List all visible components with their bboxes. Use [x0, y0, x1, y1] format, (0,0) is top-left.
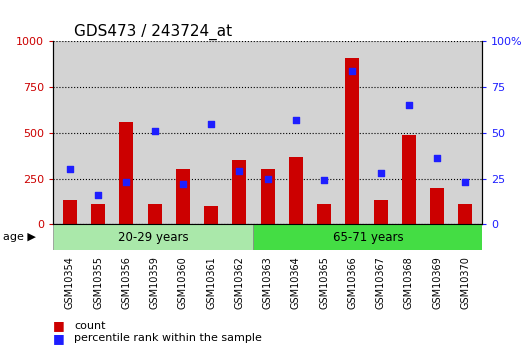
Bar	[374, 200, 387, 224]
Text: ■: ■	[53, 332, 65, 345]
Bar	[253, 224, 482, 250]
Text: GSM10354: GSM10354	[65, 256, 75, 309]
Point	[320, 178, 329, 183]
Bar	[176, 169, 190, 224]
Point	[404, 102, 413, 108]
Point	[122, 179, 131, 185]
Bar	[232, 160, 246, 224]
Point	[207, 121, 215, 126]
Bar	[430, 188, 444, 224]
Point	[348, 68, 357, 73]
Point	[151, 128, 159, 134]
Text: GSM10355: GSM10355	[93, 256, 103, 309]
Text: GSM10362: GSM10362	[234, 256, 244, 309]
Text: GSM10370: GSM10370	[461, 256, 470, 309]
Text: count: count	[74, 321, 105, 331]
Point	[94, 192, 102, 198]
Bar	[261, 169, 275, 224]
Point	[263, 176, 272, 181]
Bar	[402, 135, 416, 224]
Point	[66, 167, 74, 172]
Text: GDS473 / 243724_at: GDS473 / 243724_at	[74, 24, 233, 40]
Point	[179, 181, 187, 187]
Text: age ▶: age ▶	[3, 232, 36, 242]
Text: GSM10366: GSM10366	[347, 256, 357, 309]
Text: GSM10365: GSM10365	[319, 256, 329, 309]
Bar	[204, 206, 218, 224]
Text: GSM10369: GSM10369	[432, 256, 442, 309]
Text: ■: ■	[53, 319, 65, 333]
Text: 65-71 years: 65-71 years	[332, 231, 403, 244]
Text: 20-29 years: 20-29 years	[118, 231, 189, 244]
Point	[461, 179, 470, 185]
Bar	[458, 204, 472, 224]
Bar	[53, 224, 253, 250]
Text: percentile rank within the sample: percentile rank within the sample	[74, 333, 262, 343]
Text: GSM10368: GSM10368	[404, 256, 414, 309]
Text: GSM10361: GSM10361	[206, 256, 216, 309]
Point	[235, 168, 244, 174]
Bar	[317, 204, 331, 224]
Bar	[63, 200, 77, 224]
Bar	[346, 58, 359, 224]
Text: GSM10364: GSM10364	[291, 256, 301, 309]
Text: GSM10356: GSM10356	[121, 256, 131, 309]
Point	[433, 156, 441, 161]
Bar	[119, 122, 134, 224]
Point	[292, 117, 300, 123]
Bar	[289, 157, 303, 224]
Text: GSM10363: GSM10363	[263, 256, 272, 309]
Bar	[91, 204, 105, 224]
Text: GSM10360: GSM10360	[178, 256, 188, 309]
Text: GSM10359: GSM10359	[149, 256, 160, 309]
Bar	[148, 204, 162, 224]
Text: GSM10367: GSM10367	[376, 256, 386, 309]
Point	[376, 170, 385, 176]
